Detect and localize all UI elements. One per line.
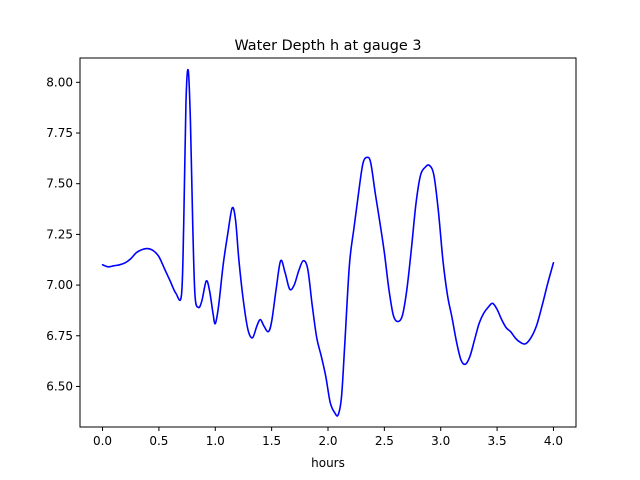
x-axis-label: hours <box>311 456 345 470</box>
x-tick-label: 1.5 <box>262 434 281 448</box>
x-tick-label: 0.0 <box>93 434 112 448</box>
y-tick-label: 6.75 <box>46 329 73 343</box>
y-tick-label: 7.50 <box>46 177 73 191</box>
x-tick-label: 2.0 <box>318 434 337 448</box>
x-tick-label: 3.5 <box>488 434 507 448</box>
x-tick-label: 0.5 <box>149 434 168 448</box>
chart-title: Water Depth h at gauge 3 <box>234 38 421 54</box>
x-tick-label: 3.0 <box>431 434 450 448</box>
y-axis: 6.50 6.75 7.00 7.25 7.50 7.75 8.00 <box>46 75 80 393</box>
series-line-0 <box>101 68 555 417</box>
y-tick-label: 7.75 <box>46 126 73 140</box>
y-tick-label: 7.00 <box>46 278 73 292</box>
y-tick-label: 7.25 <box>46 227 73 241</box>
y-tick-label: 8.00 <box>46 75 73 89</box>
x-tick-label: 1.0 <box>206 434 225 448</box>
x-tick-label: 2.5 <box>375 434 394 448</box>
y-tick-label: 6.50 <box>46 379 73 393</box>
x-axis: 0.0 0.5 1.0 1.5 2.0 2.5 3.0 3.5 4.0 <box>93 427 563 448</box>
x-tick-label: 4.0 <box>544 434 563 448</box>
series-layer <box>101 68 555 417</box>
